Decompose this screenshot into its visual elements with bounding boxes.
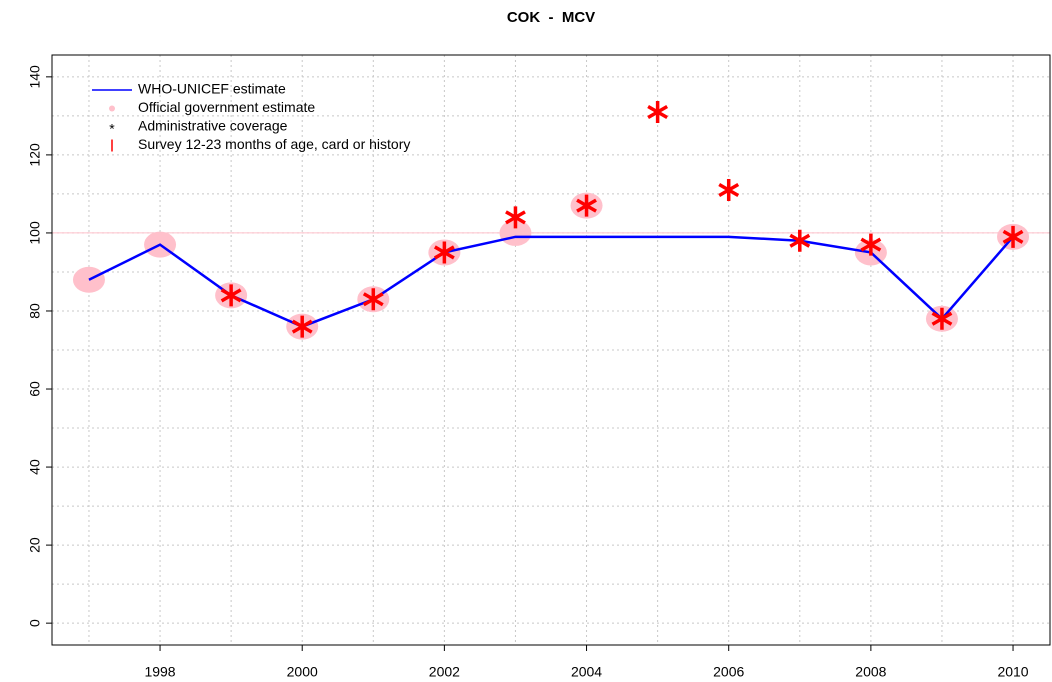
legend-label: Administrative coverage xyxy=(138,118,288,134)
y-tick-label: 80 xyxy=(27,303,43,319)
star-marker xyxy=(505,206,526,229)
star-marker xyxy=(433,241,455,264)
star-marker xyxy=(220,284,242,307)
y-tick-label: 100 xyxy=(27,221,43,245)
x-tick-label: 2004 xyxy=(571,664,602,680)
line-series xyxy=(88,235,1014,328)
star-marker xyxy=(291,315,313,338)
x-tick-label: 2008 xyxy=(855,664,886,680)
star-marker xyxy=(362,288,384,311)
star-marker xyxy=(1002,225,1024,248)
axes: 0 20 40 60 80 100 120 140 1998 2000 2002 2004 2006 20… xyxy=(27,65,1029,680)
grid xyxy=(52,55,1050,645)
legend-label: Survey 12-23 months of age, card or hist… xyxy=(138,136,410,152)
y-tick-label: 40 xyxy=(27,459,43,475)
marks xyxy=(72,100,1030,340)
star-marker xyxy=(860,233,882,256)
y-tick-label: 20 xyxy=(27,537,43,553)
y-tick-label: 120 xyxy=(27,143,43,167)
y-tick-label: 0 xyxy=(27,619,43,627)
star-marker xyxy=(576,194,597,217)
legend-label: Official government estimate xyxy=(138,99,315,115)
x-tick-label: 2000 xyxy=(287,664,318,680)
legend: WHO-UNICEF estimate Official government e… xyxy=(92,81,410,152)
star-marker xyxy=(931,307,953,330)
star-marker xyxy=(789,229,811,252)
plot-frame xyxy=(51,54,1051,646)
x-tick-label: 2010 xyxy=(997,664,1028,680)
legend-swatch-star: * xyxy=(109,121,115,137)
x-tick-label: 2002 xyxy=(429,664,460,680)
legend-swatch xyxy=(109,105,115,112)
y-tick-label: 140 xyxy=(27,65,43,89)
x-tick-label: 1998 xyxy=(144,664,175,680)
star-marker xyxy=(647,100,669,123)
y-tick-label: 60 xyxy=(27,381,43,397)
x-tick-label: 2006 xyxy=(713,664,744,680)
star-marker xyxy=(718,179,740,202)
legend-label: WHO-UNICEF estimate xyxy=(138,81,286,97)
chart-title: COK - MCV xyxy=(507,9,595,26)
